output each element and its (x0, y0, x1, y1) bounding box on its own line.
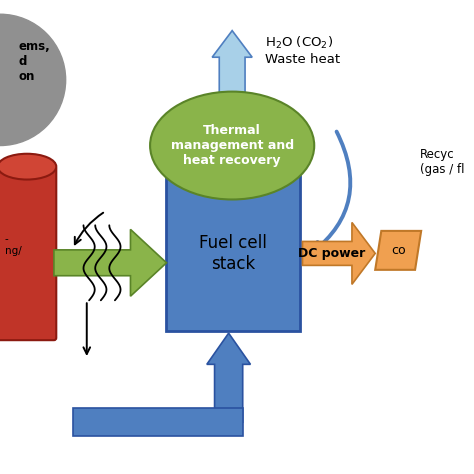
Polygon shape (54, 229, 166, 296)
Text: co: co (391, 244, 405, 257)
Text: DC power: DC power (298, 247, 365, 260)
FancyBboxPatch shape (166, 176, 300, 331)
Text: ems,
d
on: ems, d on (19, 40, 51, 82)
Polygon shape (207, 333, 250, 422)
Polygon shape (302, 222, 375, 284)
Circle shape (0, 14, 66, 146)
FancyBboxPatch shape (0, 167, 56, 340)
Ellipse shape (150, 91, 314, 200)
Text: H$_2$O (CO$_2$)
Waste heat: H$_2$O (CO$_2$) Waste heat (265, 36, 340, 66)
Polygon shape (375, 231, 421, 270)
Polygon shape (73, 408, 243, 437)
Polygon shape (210, 178, 254, 197)
Ellipse shape (0, 154, 56, 180)
Text: -
ng/: - ng/ (5, 234, 21, 256)
Polygon shape (212, 31, 252, 94)
Text: Fuel cell
stack: Fuel cell stack (200, 234, 267, 273)
Text: Recyc
(gas / fl: Recyc (gas / fl (420, 148, 464, 176)
Text: Thermal
management and
heat recovery: Thermal management and heat recovery (171, 124, 294, 167)
Text: Air: Air (192, 421, 213, 437)
